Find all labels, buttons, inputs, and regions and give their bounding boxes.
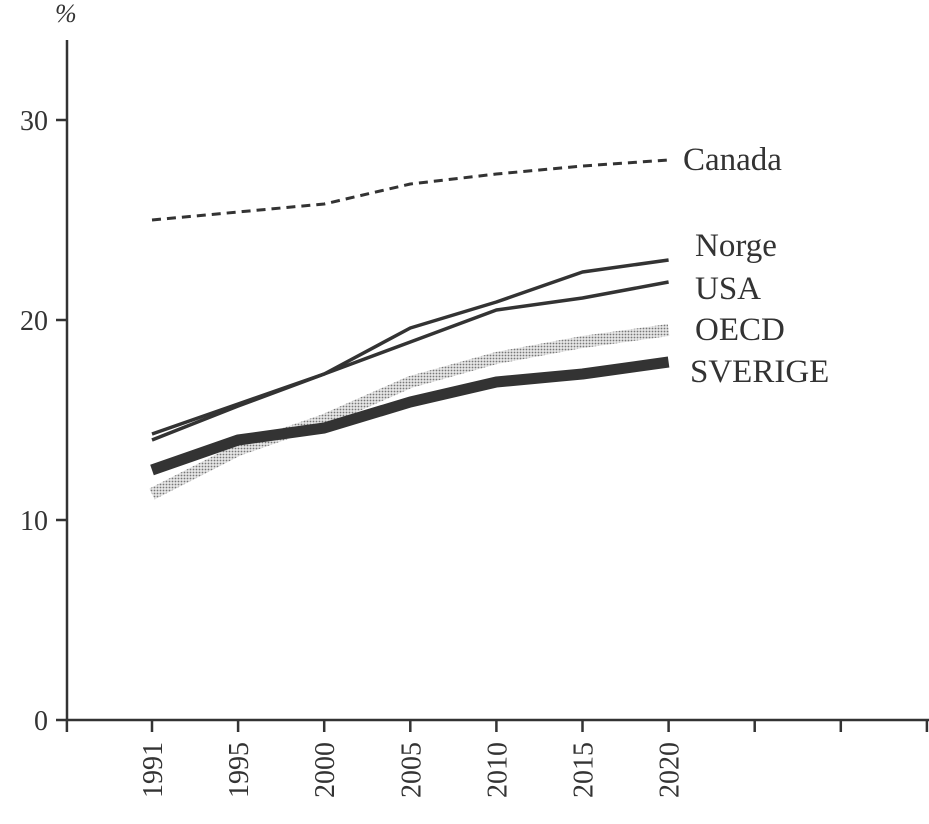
x-tick-label: 2015 [569,742,600,798]
x-tick-label: 2000 [310,742,341,798]
series-label-oecd: OECD [695,312,785,348]
y-tick-label: 30 [20,106,48,137]
series-label-sverige: SVERIGE [690,354,829,390]
series-line-canada [151,158,669,222]
x-tick-label: 2010 [482,742,513,798]
x-tick-label: 1995 [224,742,255,798]
y-tick-label: 0 [34,706,48,737]
series-label-usa: USA [695,271,761,307]
series-line-sverige [150,356,670,476]
series-label-norge: Norge [695,228,777,264]
y-tick-label: 20 [20,306,48,337]
series-line-usa [151,280,669,436]
y-tick-label: 10 [20,506,48,537]
series-label-canada: Canada [683,142,782,178]
y-axis-label: % [55,0,77,28]
series-line-oecd [149,324,670,500]
series-line-norge [151,258,669,442]
x-tick-label: 2020 [655,742,686,798]
x-tick-label: 1991 [138,742,169,798]
x-tick-label: 2005 [396,742,427,798]
